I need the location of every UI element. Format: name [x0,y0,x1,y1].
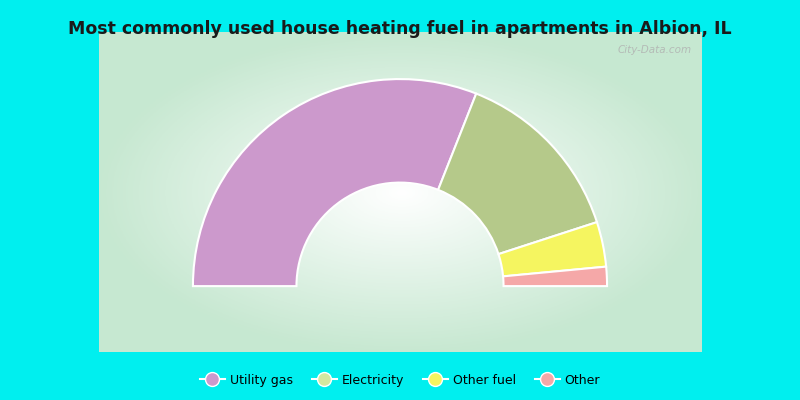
Text: City-Data.com: City-Data.com [618,45,692,55]
Legend: Utility gas, Electricity, Other fuel, Other: Utility gas, Electricity, Other fuel, Ot… [195,369,605,392]
Wedge shape [503,267,607,286]
Wedge shape [193,79,476,286]
Wedge shape [438,94,597,254]
Text: Most commonly used house heating fuel in apartments in Albion, IL: Most commonly used house heating fuel in… [68,20,732,38]
Wedge shape [498,222,606,276]
